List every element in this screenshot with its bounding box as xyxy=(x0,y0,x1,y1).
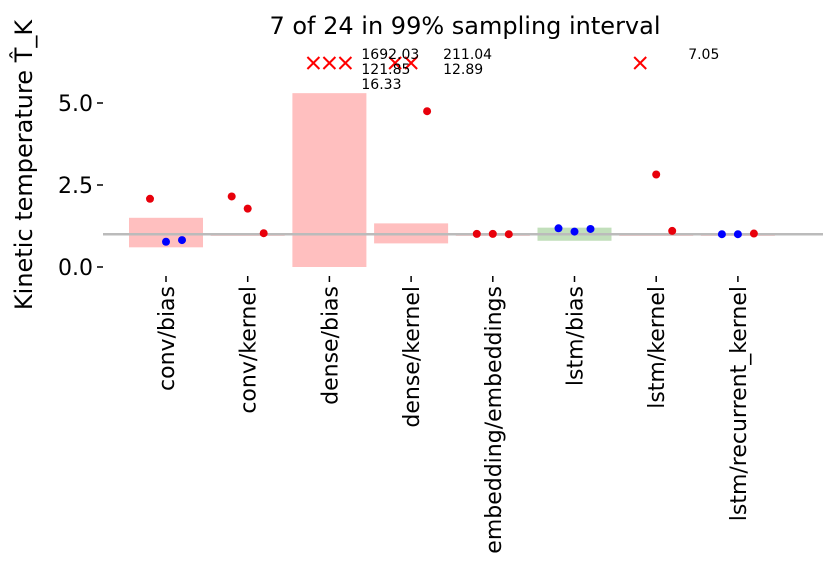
data-point-1-3 xyxy=(178,236,186,245)
y-tick-label-2: 2.5 xyxy=(58,174,93,199)
x-tick-label-2: conv/kernel xyxy=(237,286,262,414)
data-point-5-1 xyxy=(472,229,481,238)
data-point-8-1 xyxy=(717,230,726,239)
clipped-value-label-2-1: 211.04 xyxy=(443,47,492,63)
y-axis: 0.0 2.5 5.0 xyxy=(58,92,103,281)
clipped-marker-3-2 xyxy=(322,56,337,70)
data-point-8-3 xyxy=(749,229,758,238)
chart-title: 7 of 24 in 99% sampling interval xyxy=(269,12,660,40)
data-point-2-1 xyxy=(227,192,236,201)
interval-bands xyxy=(129,93,775,267)
x-axis: conv/bias conv/kernel dense/bias dense/kern… xyxy=(155,276,752,554)
data-point-5-2 xyxy=(488,229,497,238)
data-point-6-2 xyxy=(570,227,579,236)
data-point-1-2 xyxy=(162,237,170,246)
x-tick-label-8: lstm/recurrent_kernel xyxy=(727,286,752,521)
interval-band-3 xyxy=(292,93,367,267)
clipped-value-label-1-1: 1692.03 xyxy=(361,47,419,63)
data-point-1-1 xyxy=(146,194,154,203)
x-tick-label-5: embedding/embeddings xyxy=(482,286,507,554)
x-tick-label-6: lstm/bias xyxy=(564,286,589,386)
x-tick-label-4: dense/kernel xyxy=(400,286,425,428)
x-tick-label-1: conv/bias xyxy=(155,286,180,391)
clipped-value-label-3-1: 7.05 xyxy=(688,47,719,63)
data-points xyxy=(146,107,758,246)
data-point-8-2 xyxy=(733,230,742,239)
clipped-marker-3-3 xyxy=(338,56,353,70)
y-tick-label-1: 0.0 xyxy=(58,256,93,281)
clipped-marker-3-1 xyxy=(306,56,321,70)
y-tick-label-3: 5.0 xyxy=(58,92,93,117)
data-point-7-2 xyxy=(652,170,661,179)
data-point-2-3 xyxy=(259,229,268,238)
clipped-value-label-2-2: 12.89 xyxy=(443,62,483,78)
y-axis-label: Kinetic temperature T̂_K xyxy=(10,19,38,310)
x-tick-label-7: lstm/kernel xyxy=(645,286,670,409)
data-point-5-3 xyxy=(504,230,513,239)
data-point-6-1 xyxy=(554,224,563,233)
clipped-marker-7-1 xyxy=(633,56,647,70)
clipped-value-label-1-3: 16.33 xyxy=(361,77,401,93)
data-point-7-3 xyxy=(668,226,677,235)
data-point-6-3 xyxy=(586,224,595,233)
clipped-value-label-1-2: 121.85 xyxy=(361,62,410,78)
clipped-marker-4-1 xyxy=(388,56,402,70)
data-point-2-2 xyxy=(243,204,252,213)
data-point-4-3 xyxy=(423,107,432,116)
x-tick-label-3: dense/bias xyxy=(318,286,343,405)
clipped-marker-4-2 xyxy=(404,56,418,70)
